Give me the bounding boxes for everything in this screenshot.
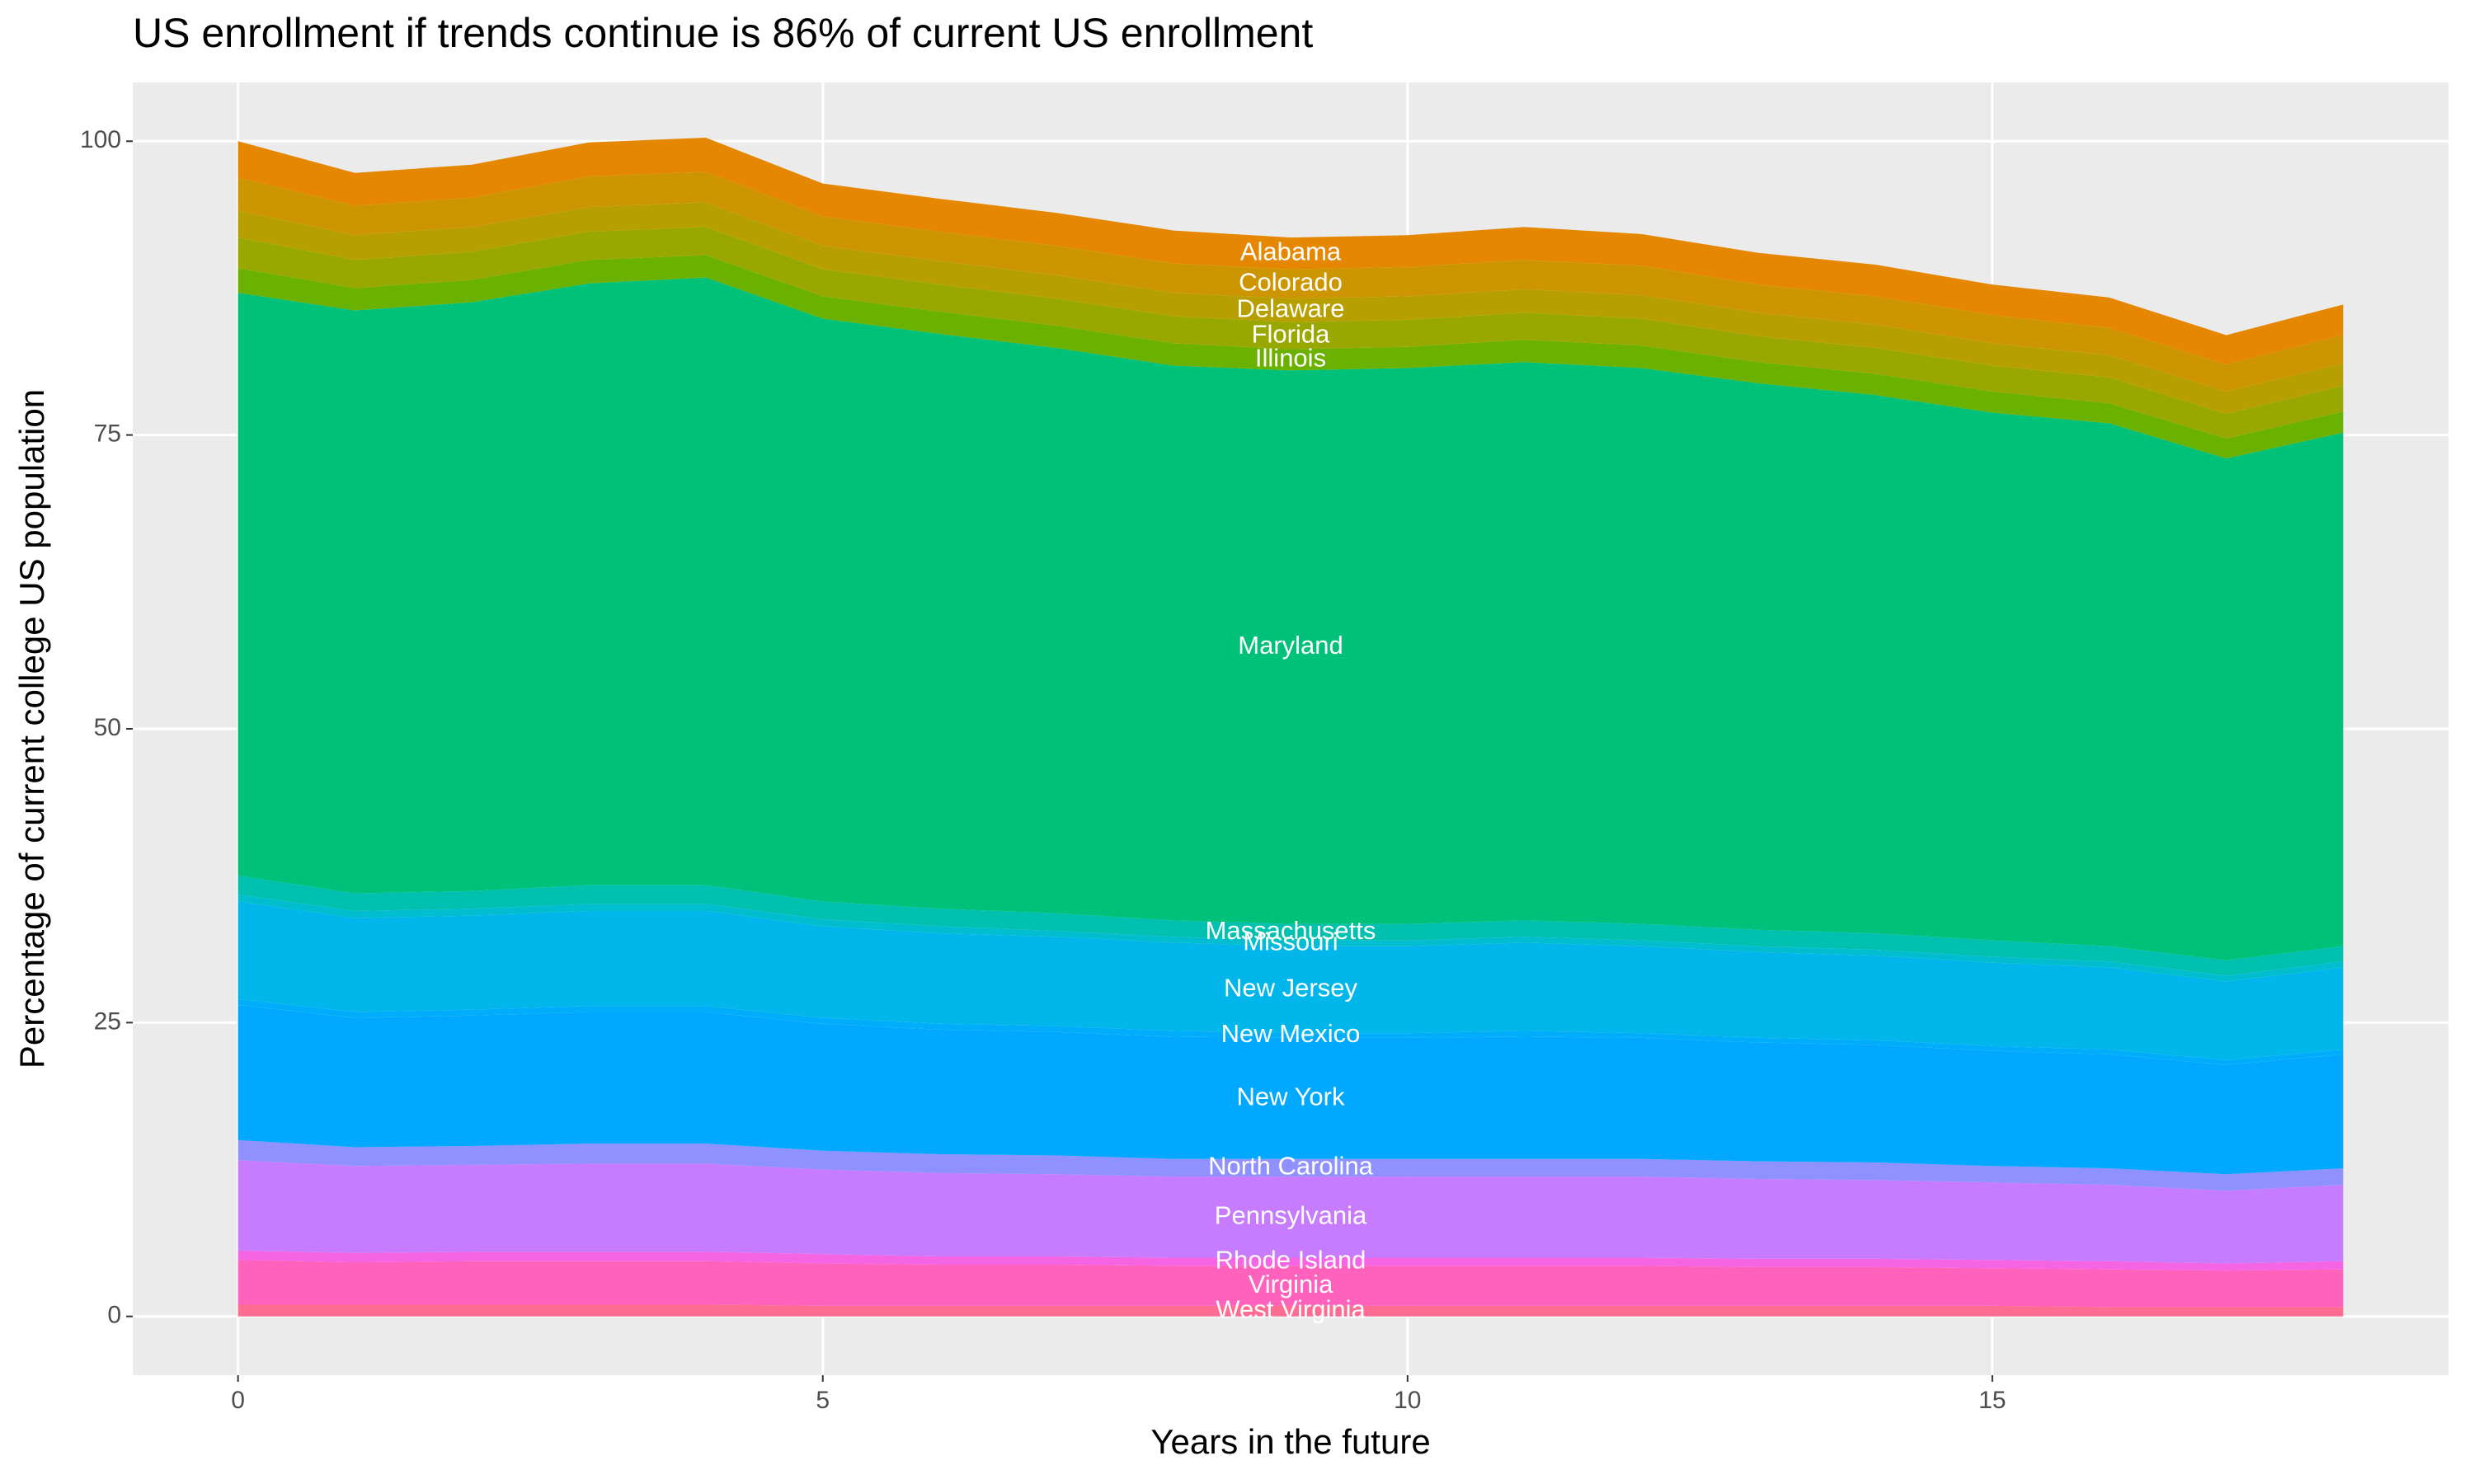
series-label: Illinois [1255,344,1326,373]
series-label: Missouri [1243,927,1338,956]
series-label: New York [1237,1082,1345,1111]
areas [238,137,2344,1317]
area [238,1139,2344,1191]
area [238,202,2344,414]
y-tick-label: 100 [80,126,121,153]
series-label: Maryland [1238,631,1343,660]
area [238,1004,2344,1175]
x-tick-label: 5 [816,1387,830,1414]
series-label: Delaware [1237,294,1345,323]
series-label: Alabama [1240,237,1342,266]
x-axis-title: Years in the future [1150,1422,1430,1461]
series-label: Colorado [1239,268,1343,297]
area [238,277,2344,960]
y-tick-label: 75 [94,420,121,448]
area [238,137,2344,365]
series-label: West Virginia [1216,1295,1366,1324]
area [238,1260,2344,1308]
y-axis-title: Percentage of current college US populat… [12,389,51,1068]
area [238,227,2344,439]
series-label: Rhode Island [1216,1246,1366,1275]
y-tick-label: 25 [94,1007,121,1035]
series-label: Massachusetts [1206,916,1376,945]
y-tick-label: 50 [94,714,121,741]
series-label: New Jersey [1224,974,1357,1003]
area [238,876,2344,976]
series-label: Pennsylvania [1215,1200,1367,1229]
chart-title: US enrollment if trends continue is 86% … [133,10,1313,56]
area [238,1160,2344,1264]
area [238,901,2344,1060]
area [238,171,2344,392]
series-label: Virginia [1249,1270,1334,1298]
x-tick-label: 10 [1394,1387,1421,1414]
axes: 0 25 50 75 100 0 5 10 15 [80,126,2006,1414]
area [238,1304,2344,1317]
area [238,1250,2344,1271]
x-tick-label: 0 [231,1387,245,1414]
area [238,894,2344,982]
area [238,255,2344,459]
x-tick-label: 15 [1978,1387,2006,1414]
series-label: North Carolina [1208,1152,1374,1181]
area [238,998,2344,1065]
series-label: Florida [1252,319,1331,348]
y-tick-label: 0 [107,1302,121,1329]
series-label: New Mexico [1221,1019,1361,1048]
